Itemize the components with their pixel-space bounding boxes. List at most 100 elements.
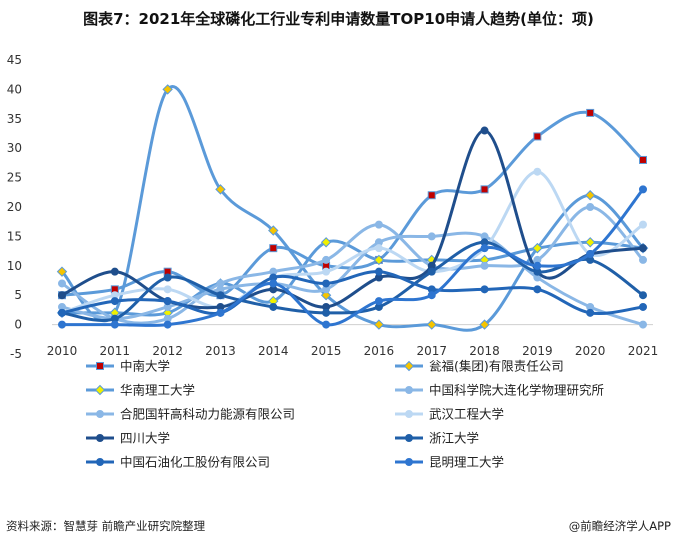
data-point xyxy=(480,285,489,294)
legend-label: 浙江大学 xyxy=(429,431,479,446)
y-tick-label: 40 xyxy=(7,82,22,96)
legend-item: 昆明理工大学 xyxy=(395,455,504,470)
legend-marker xyxy=(94,384,106,396)
y-tick-label: 30 xyxy=(7,141,22,155)
data-point xyxy=(58,291,66,300)
data-point xyxy=(374,244,383,253)
legend-label: 瓮福(集团)有限责任公司 xyxy=(429,359,564,374)
x-tick-label: 2015 xyxy=(311,344,342,358)
y-tick-label: -5 xyxy=(10,347,22,361)
legend-item: 合肥国轩高科动力能源有限公司 xyxy=(86,407,295,422)
data-point xyxy=(533,167,542,176)
data-point xyxy=(427,232,436,241)
legend-label: 四川大学 xyxy=(120,431,170,446)
data-point xyxy=(110,320,119,329)
legend-label: 中国科学院大连化学物理研究所 xyxy=(429,383,604,398)
data-point xyxy=(162,84,173,95)
data-point xyxy=(639,291,647,300)
data-point xyxy=(586,308,595,317)
legend-label: 昆明理工大学 xyxy=(429,455,504,470)
x-tick-label: 2018 xyxy=(469,344,500,358)
data-point xyxy=(584,190,596,201)
legend-item: 华南理工大学 xyxy=(86,383,195,398)
data-point xyxy=(268,225,279,236)
x-tick-label: 2016 xyxy=(364,344,395,358)
legend-label: 中国石油化工股份有限公司 xyxy=(120,455,270,470)
data-point xyxy=(216,291,225,300)
series-9 xyxy=(58,267,647,317)
x-tick-label: 2011 xyxy=(100,344,131,358)
series-line xyxy=(60,85,645,332)
data-point xyxy=(639,244,647,253)
series-layer xyxy=(56,84,649,332)
data-point xyxy=(110,297,119,306)
series-line xyxy=(60,240,645,322)
data-point xyxy=(639,220,647,229)
data-point xyxy=(215,184,226,195)
data-point xyxy=(427,267,436,276)
y-tick-label: 35 xyxy=(7,112,22,126)
data-point xyxy=(216,308,225,317)
data-point xyxy=(320,237,332,248)
chart-title: 图表7：2021年全球磷化工行业专利申请数量TOP10申请人趋势(单位：项) xyxy=(83,10,594,28)
legend-item: 浙江大学 xyxy=(395,431,479,446)
x-tick-label: 2020 xyxy=(575,344,606,358)
legend-label: 合肥国轩高科动力能源有限公司 xyxy=(120,407,295,422)
data-point xyxy=(427,291,436,300)
data-point xyxy=(163,320,172,329)
x-tick-label: 2013 xyxy=(205,344,236,358)
x-tick-label: 2017 xyxy=(416,344,447,358)
y-tick-label: 15 xyxy=(7,229,22,243)
data-point xyxy=(374,220,383,229)
legend-marker xyxy=(403,360,415,372)
x-tick-label: 2019 xyxy=(522,344,553,358)
legend-label: 武汉工程大学 xyxy=(429,407,504,422)
data-point xyxy=(322,267,331,276)
data-point xyxy=(584,237,596,248)
data-point xyxy=(322,279,331,288)
data-point xyxy=(269,279,278,288)
series-8 xyxy=(58,238,647,323)
series-1 xyxy=(58,108,647,300)
data-point xyxy=(533,285,542,294)
data-point xyxy=(58,308,66,317)
data-point xyxy=(58,279,66,288)
data-point xyxy=(639,302,647,311)
source-note: 资料来源：智慧芽 前瞻产业研究院整理 xyxy=(6,519,206,533)
data-point xyxy=(480,126,489,135)
y-tick-label: 10 xyxy=(7,259,22,273)
data-point xyxy=(56,266,68,277)
legend-marker xyxy=(405,458,413,466)
legend-label: 华南理工大学 xyxy=(120,383,195,398)
y-tick-label: 25 xyxy=(7,171,22,185)
data-point xyxy=(480,261,489,270)
y-tick-label: 5 xyxy=(14,288,22,302)
data-point xyxy=(533,132,542,141)
data-point xyxy=(58,320,66,329)
series-10 xyxy=(58,185,647,329)
data-point xyxy=(639,320,647,329)
data-point xyxy=(427,191,436,200)
legend-item: 中南大学 xyxy=(86,359,170,374)
legend-marker xyxy=(405,410,413,418)
data-point xyxy=(479,319,490,330)
legend-label: 中南大学 xyxy=(120,359,170,374)
data-point xyxy=(269,302,278,311)
data-point xyxy=(480,244,489,253)
data-point xyxy=(373,319,385,330)
data-point xyxy=(586,203,595,211)
legend-item: 四川大学 xyxy=(86,431,170,446)
legend-item: 中国石油化工股份有限公司 xyxy=(86,455,270,470)
legend-item: 中国科学院大连化学物理研究所 xyxy=(395,383,604,398)
data-point xyxy=(639,155,647,164)
data-point xyxy=(269,244,278,253)
y-axis: -5 0 5 10 15 20 25 30 35 40 45 2010 2011 2012 2013 2014… xyxy=(7,53,659,361)
x-tick-label: 2012 xyxy=(152,344,183,358)
data-point xyxy=(322,320,331,329)
legend-marker xyxy=(96,434,104,442)
data-point xyxy=(374,297,383,306)
y-tick-label: 0 xyxy=(14,318,22,332)
data-point xyxy=(163,285,172,294)
